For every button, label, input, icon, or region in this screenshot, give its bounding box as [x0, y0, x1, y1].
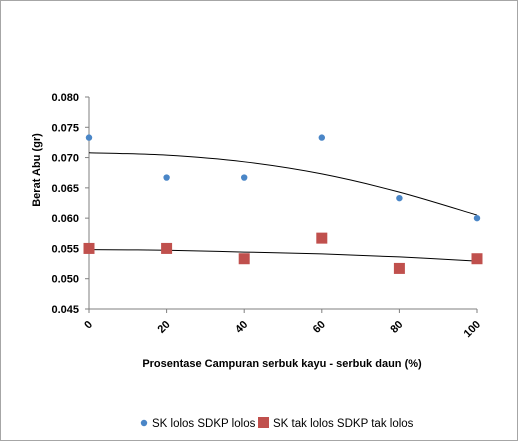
y-tick-label: 0.080 [51, 92, 79, 104]
y-tick-label: 0.060 [51, 213, 79, 225]
y-tick-label: 0.070 [51, 153, 79, 165]
legend: SK lolos SDKP lolos SK tak lolos SDKP ta… [140, 417, 414, 430]
data-point-series-1 [161, 242, 173, 254]
trendline-series-1 [88, 249, 478, 262]
data-point-series-0 [318, 134, 325, 141]
y-tick-label: 0.075 [51, 122, 79, 134]
legend-marker-sk-tak-lolos [258, 417, 269, 428]
data-point-series-0 [396, 194, 403, 202]
legend-label-sk-lolos: SK lolos SDKP lolos [152, 418, 256, 430]
y-tick-label: 0.045 [51, 304, 79, 316]
data-point-series-1 [316, 232, 328, 244]
y-tick-label: 0.055 [51, 243, 79, 255]
data-point-series-1 [471, 253, 483, 265]
data-point-series-1 [83, 242, 95, 254]
plot-area: 0.045 0.050 0.055 0.060 0.065 0.070 0.075 0.080… [51, 92, 483, 340]
data-point-series-0 [163, 174, 170, 181]
x-axis-title: Prosentase Campuran serbuk kayu - serbuk… [142, 358, 422, 370]
data-point-series-0 [473, 214, 481, 222]
y-tick-label: 0.050 [51, 274, 79, 286]
legend-marker-sk-lolos [140, 419, 148, 427]
x-tick-label: 80 [388, 319, 405, 336]
x-tick-label: 20 [156, 319, 173, 336]
x-tick-label: 100 [462, 319, 483, 340]
data-point-series-1 [238, 253, 250, 265]
x-tick-label: 40 [233, 319, 250, 336]
x-tick-label: 60 [311, 319, 328, 336]
data-point-series-1 [393, 262, 405, 274]
y-axis-title: Berat Abu (gr) [31, 133, 43, 207]
legend-label-sk-tak-lolos: SK tak lolos SDKP tak lolos [273, 418, 414, 430]
y-tick-label: 0.065 [51, 183, 79, 195]
trendline-series-0 [88, 152, 478, 216]
data-point-series-0 [85, 134, 93, 141]
data-point-series-0 [241, 174, 248, 181]
x-tick-label: 0 [82, 319, 95, 332]
